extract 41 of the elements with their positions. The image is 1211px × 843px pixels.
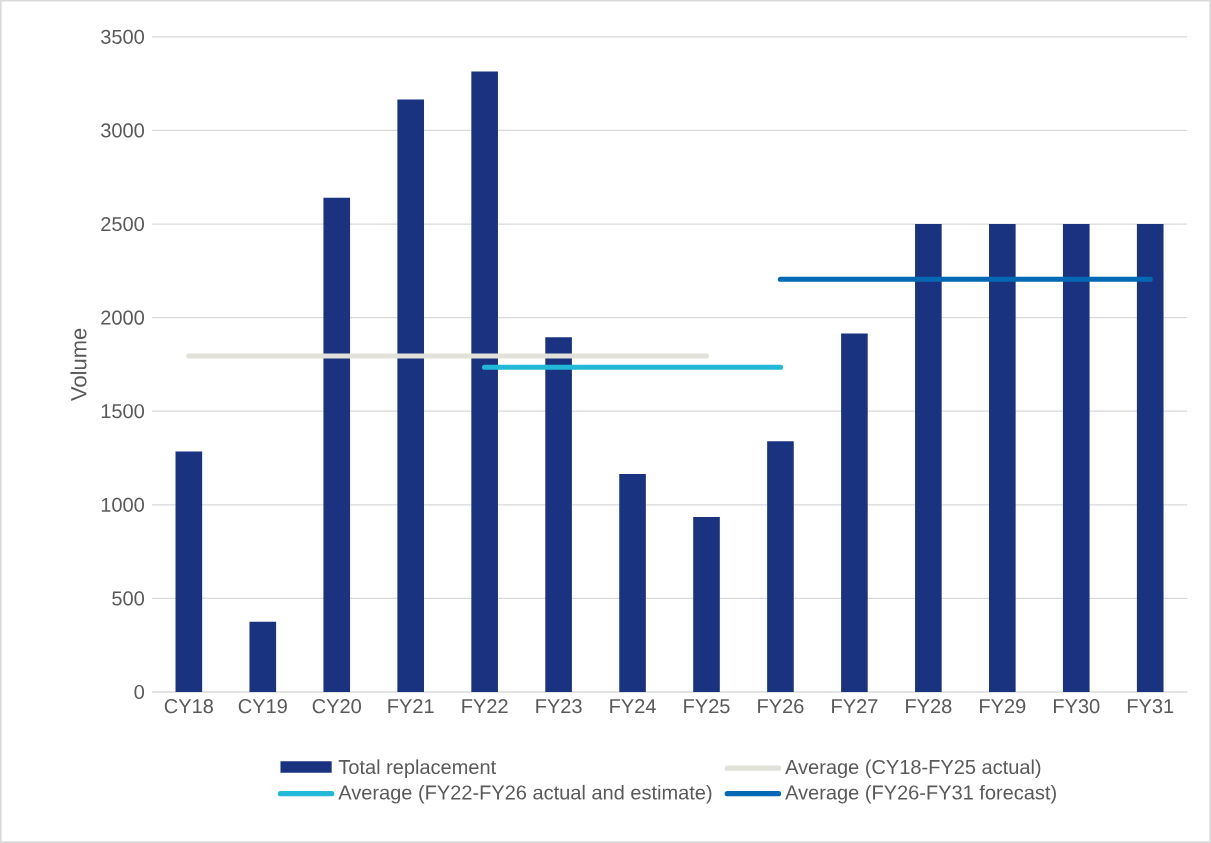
y-tick-label: 2500 — [101, 217, 145, 232]
bar — [693, 517, 720, 693]
y-tick-label: 3500 — [101, 29, 145, 44]
x-tick-label: CY19 — [238, 699, 287, 714]
y-tick-label: 3000 — [101, 123, 145, 138]
bar — [471, 71, 498, 693]
x-tick-label: FY22 — [462, 699, 508, 714]
x-tick-label: CY18 — [164, 699, 213, 714]
legend-label: Average (CY18-FY25 actual) — [785, 759, 1041, 779]
bar — [249, 621, 277, 693]
x-tick-label: FY28 — [906, 699, 952, 714]
bar — [841, 333, 868, 693]
x-tick-label: FY26 — [758, 699, 804, 714]
bar — [323, 197, 351, 693]
legend-label: Average (FY22-FY26 actual and estimate) — [338, 784, 712, 804]
bar — [397, 99, 425, 693]
bar — [989, 224, 1016, 693]
x-tick-label: FY27 — [832, 699, 878, 714]
legend-label: Average (FY26-FY31 forecast) — [785, 784, 1056, 804]
y-tick-label: 1000 — [101, 497, 145, 512]
legend-label: Total replacement — [338, 759, 497, 779]
x-tick-label: CY20 — [312, 699, 361, 714]
x-tick-label: FY31 — [1127, 699, 1174, 714]
bar — [1062, 224, 1090, 693]
bar — [619, 474, 646, 693]
x-tick-label: FY25 — [684, 699, 730, 714]
bar — [915, 224, 942, 693]
bar — [767, 441, 794, 693]
x-tick-label: FY24 — [610, 699, 656, 714]
bar — [175, 451, 203, 693]
x-tick-label: FY23 — [536, 699, 582, 714]
x-tick-label: FY30 — [1053, 699, 1100, 714]
y-tick-label: 1500 — [101, 404, 145, 419]
y-tick-label: 0 — [134, 685, 145, 700]
y-tick-label: 500 — [112, 591, 145, 606]
x-tick-label: FY21 — [388, 699, 434, 714]
bar — [1136, 224, 1164, 693]
y-axis-title: Volume — [70, 328, 87, 402]
bar — [545, 337, 572, 693]
y-tick-label: 2000 — [101, 310, 145, 325]
x-tick-label: FY29 — [980, 699, 1026, 714]
